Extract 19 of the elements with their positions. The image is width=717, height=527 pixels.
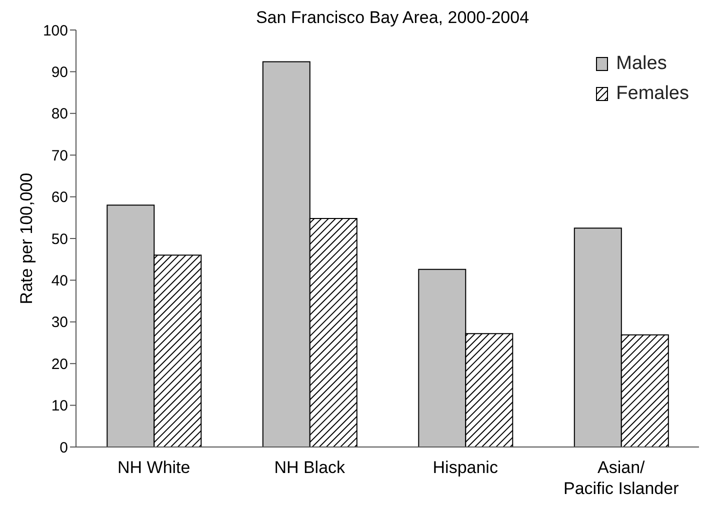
x-tick-label: NH White xyxy=(118,458,190,477)
y-tick-label: 100 xyxy=(42,22,68,40)
legend-label: Females xyxy=(616,83,689,105)
y-tick-label: 10 xyxy=(51,398,68,415)
x-tick-label: Asian/ Pacific Islander xyxy=(563,458,680,498)
y-tick-label: 70 xyxy=(51,147,68,164)
y-tick-label: 0 xyxy=(60,439,68,456)
chart-title: San Francisco Bay Area, 2000-2004 xyxy=(254,8,530,28)
legend-label: Males xyxy=(616,53,667,75)
x-tick-label: NH Black xyxy=(274,458,346,477)
y-tick-label: 60 xyxy=(51,189,68,206)
y-tick-label: 90 xyxy=(51,64,68,82)
x-tick-label: Hispanic xyxy=(432,458,498,477)
y-tick-label: 40 xyxy=(51,272,68,290)
y-tick-label: 50 xyxy=(51,230,68,248)
y-tick-label: 30 xyxy=(51,314,68,332)
y-tick-label: 80 xyxy=(51,106,68,123)
y-axis-title: Rate per 100,000 xyxy=(17,172,36,304)
y-tick-label: 20 xyxy=(51,356,68,373)
